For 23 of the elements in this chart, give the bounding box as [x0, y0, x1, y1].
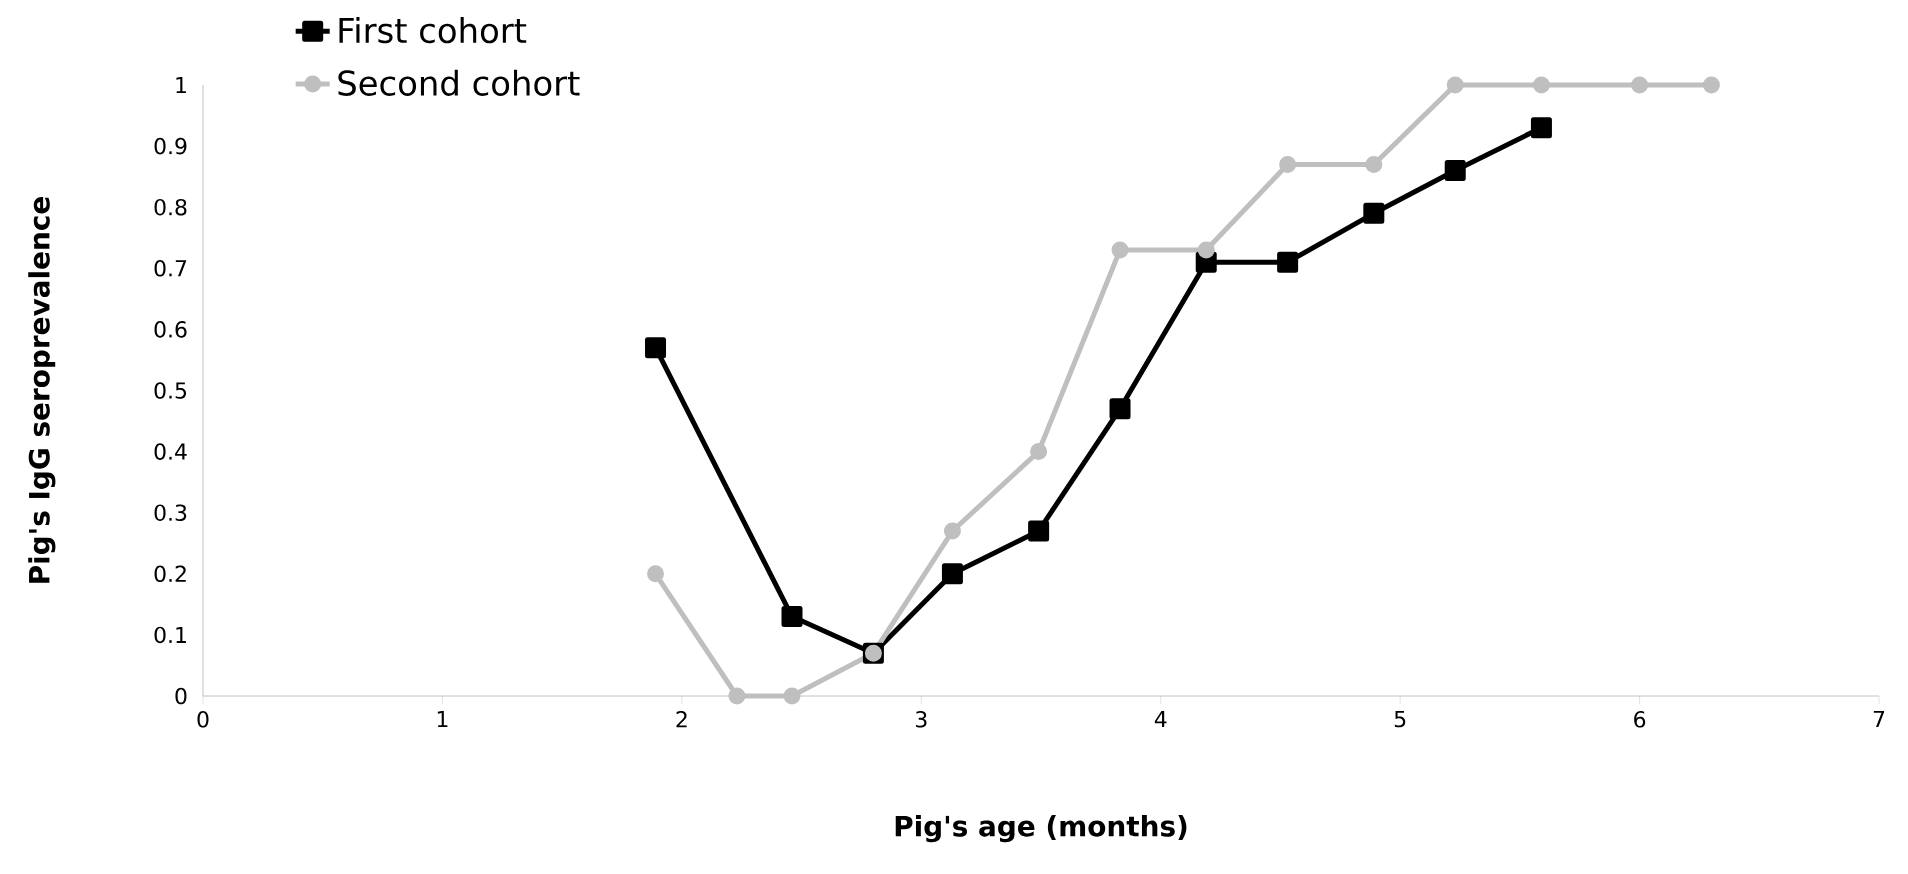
x-tick-label: 2 [676, 711, 687, 728]
x-tick-label: 0 [197, 711, 209, 728]
legend-label: First cohort [339, 16, 527, 44]
y-tick-label: 0.4 [154, 443, 187, 460]
x-tick-label: 1 [437, 711, 448, 728]
x-tick-label: 7 [1873, 711, 1885, 728]
y-tick-label: 0.1 [154, 626, 186, 644]
y-tick-label: 0.5 [154, 382, 187, 399]
x-tick-label: 6 [1634, 711, 1646, 728]
y-tick-label: 0.9 [154, 137, 187, 155]
y-axis-title: Pig's IgG seroprevalence [28, 197, 56, 583]
y-tick-label: 1 [176, 77, 186, 93]
x-tick-label: 5 [1394, 711, 1406, 728]
y-tick-label: 0.3 [154, 504, 187, 521]
y-tick-label: 0.7 [154, 260, 187, 277]
y-tick-label: 0.6 [154, 321, 187, 338]
y-tick-label: 0.8 [154, 198, 187, 216]
y-tick-label: 0.2 [154, 565, 186, 583]
legend-label: Second cohort [338, 69, 580, 96]
x-tick-label: 3 [915, 711, 927, 728]
y-tick-label: 0 [175, 687, 187, 705]
x-axis-title: Pig's age (months) [895, 815, 1187, 843]
x-tick-label: 4 [1154, 711, 1167, 728]
